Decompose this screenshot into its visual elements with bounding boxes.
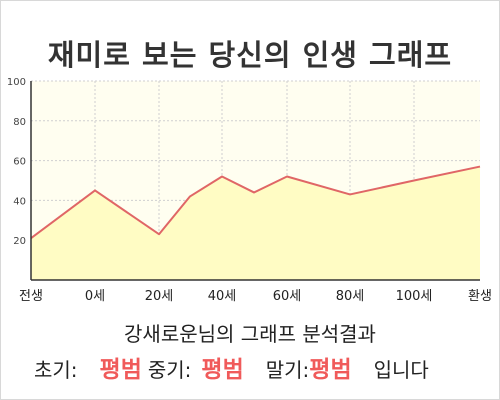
early-value: 평범: [99, 357, 142, 383]
mid-value: 평범: [201, 357, 244, 383]
x-tick-label: 환생: [468, 289, 492, 304]
x-tick-label: 60세: [273, 289, 302, 304]
y-tick-label: 40: [13, 196, 26, 207]
chart-title: 재미로 보는 당신의 인생 그래프: [47, 38, 453, 72]
series-area: [31, 166, 480, 280]
x-tick-label: 전생: [19, 289, 43, 304]
x-tick-label: 0세: [85, 289, 105, 304]
analysis-result: 초기: 평범 중기: 평범 말기:평범 입니다: [34, 350, 474, 384]
y-tick-label: 60: [13, 157, 26, 168]
series-line: [30, 165, 481, 240]
analysis-subtitle: 강새로운님의 그래프 분석결과: [124, 322, 376, 346]
late-label: 말기:: [265, 358, 310, 382]
y-tick-labels: 20 40 60 80 100: [7, 77, 26, 247]
x-tick-label: 100세: [396, 289, 433, 304]
x-tick-labels: 전생 0세 20세 40세 60세 80세 100세 환생: [19, 289, 492, 304]
early-label: 초기:: [34, 358, 78, 382]
late-value: 평범: [309, 357, 352, 383]
mid-label: 중기:: [147, 358, 192, 382]
x-tick-label: 40세: [208, 289, 237, 304]
x-tick-label: 20세: [145, 289, 174, 304]
y-tick-label: 100: [7, 77, 26, 88]
y-tick-label: 20: [13, 236, 26, 247]
x-tick-label: 80세: [336, 289, 365, 304]
y-tick-label: 80: [13, 117, 26, 128]
result-suffix: 입니다: [373, 358, 429, 382]
